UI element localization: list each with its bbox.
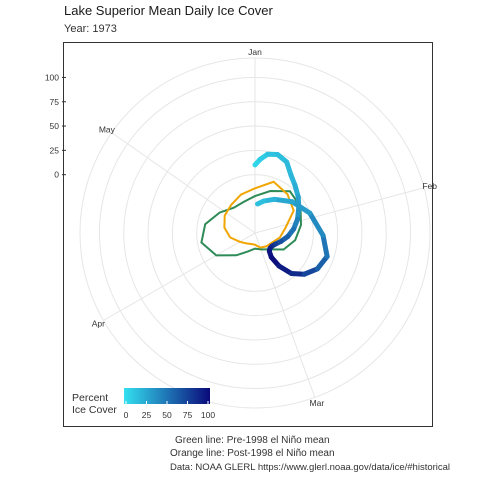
legend-title-line1: Percent: [72, 392, 108, 404]
legend-tick-label-25: 25: [142, 410, 152, 420]
month-label-jan: Jan: [248, 47, 262, 57]
year-line-segment: [323, 235, 327, 256]
y-tick-label-75: 75: [50, 97, 60, 107]
year-line-segment: [258, 201, 264, 204]
y-tick-label-0: 0: [54, 170, 59, 180]
year-line-segment: [274, 199, 292, 201]
y-tick-label-25: 25: [50, 145, 60, 155]
legend-tick-label-0: 0: [124, 410, 129, 420]
caption-source: Data: NOAA GLERL https://www.glerl.noaa.…: [170, 462, 450, 473]
month-label-apr: Apr: [92, 318, 105, 328]
month-label-may: May: [99, 124, 116, 134]
caption-orange-line: Orange line: Post-1998 el Niño mean: [170, 448, 335, 459]
spoke-apr: [103, 233, 255, 321]
legend-tick-label-75: 75: [183, 410, 193, 420]
y-tick-label-100: 100: [45, 72, 59, 82]
month-label-mar: Mar: [310, 398, 325, 408]
spoke-may: [112, 133, 255, 233]
y-tick-label-50: 50: [50, 121, 60, 131]
caption-green-line: Green line: Pre-1998 el Niño mean: [175, 435, 330, 446]
spoke-feb: [255, 188, 424, 233]
legend-title-line2: Ice Cover: [72, 404, 117, 416]
legend-tick-label-50: 50: [162, 410, 172, 420]
legend-tick-label-100: 100: [201, 410, 215, 420]
month-label-feb: Feb: [422, 181, 437, 191]
